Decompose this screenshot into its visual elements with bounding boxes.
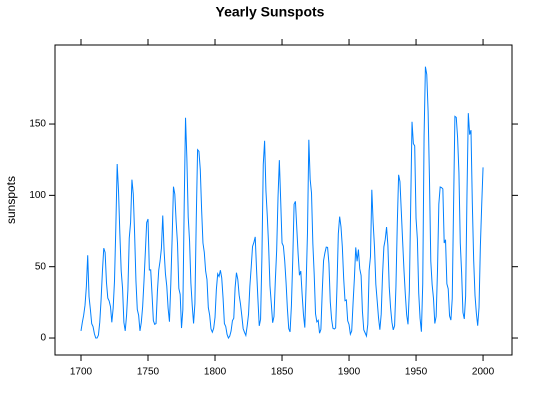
x-tick-label: 1750 <box>137 367 160 378</box>
x-tick-label: 1900 <box>338 367 361 378</box>
data-line <box>80 66 484 340</box>
x-tick-label: 1850 <box>271 367 294 378</box>
y-tick-label: 100 <box>29 190 46 201</box>
y-tick-label: 50 <box>35 261 47 272</box>
x-tick-label: 1800 <box>204 367 227 378</box>
plot-frame <box>54 44 513 356</box>
y-axis-label: sunspots <box>4 176 18 224</box>
x-tick-label: 2000 <box>472 367 495 378</box>
y-tick-label: 0 <box>40 333 46 344</box>
y-tick-label: 150 <box>29 119 46 130</box>
x-tick-label: 1950 <box>405 367 428 378</box>
x-tick-label: 1700 <box>70 367 93 378</box>
chart-title: Yearly Sunspots <box>216 4 325 20</box>
